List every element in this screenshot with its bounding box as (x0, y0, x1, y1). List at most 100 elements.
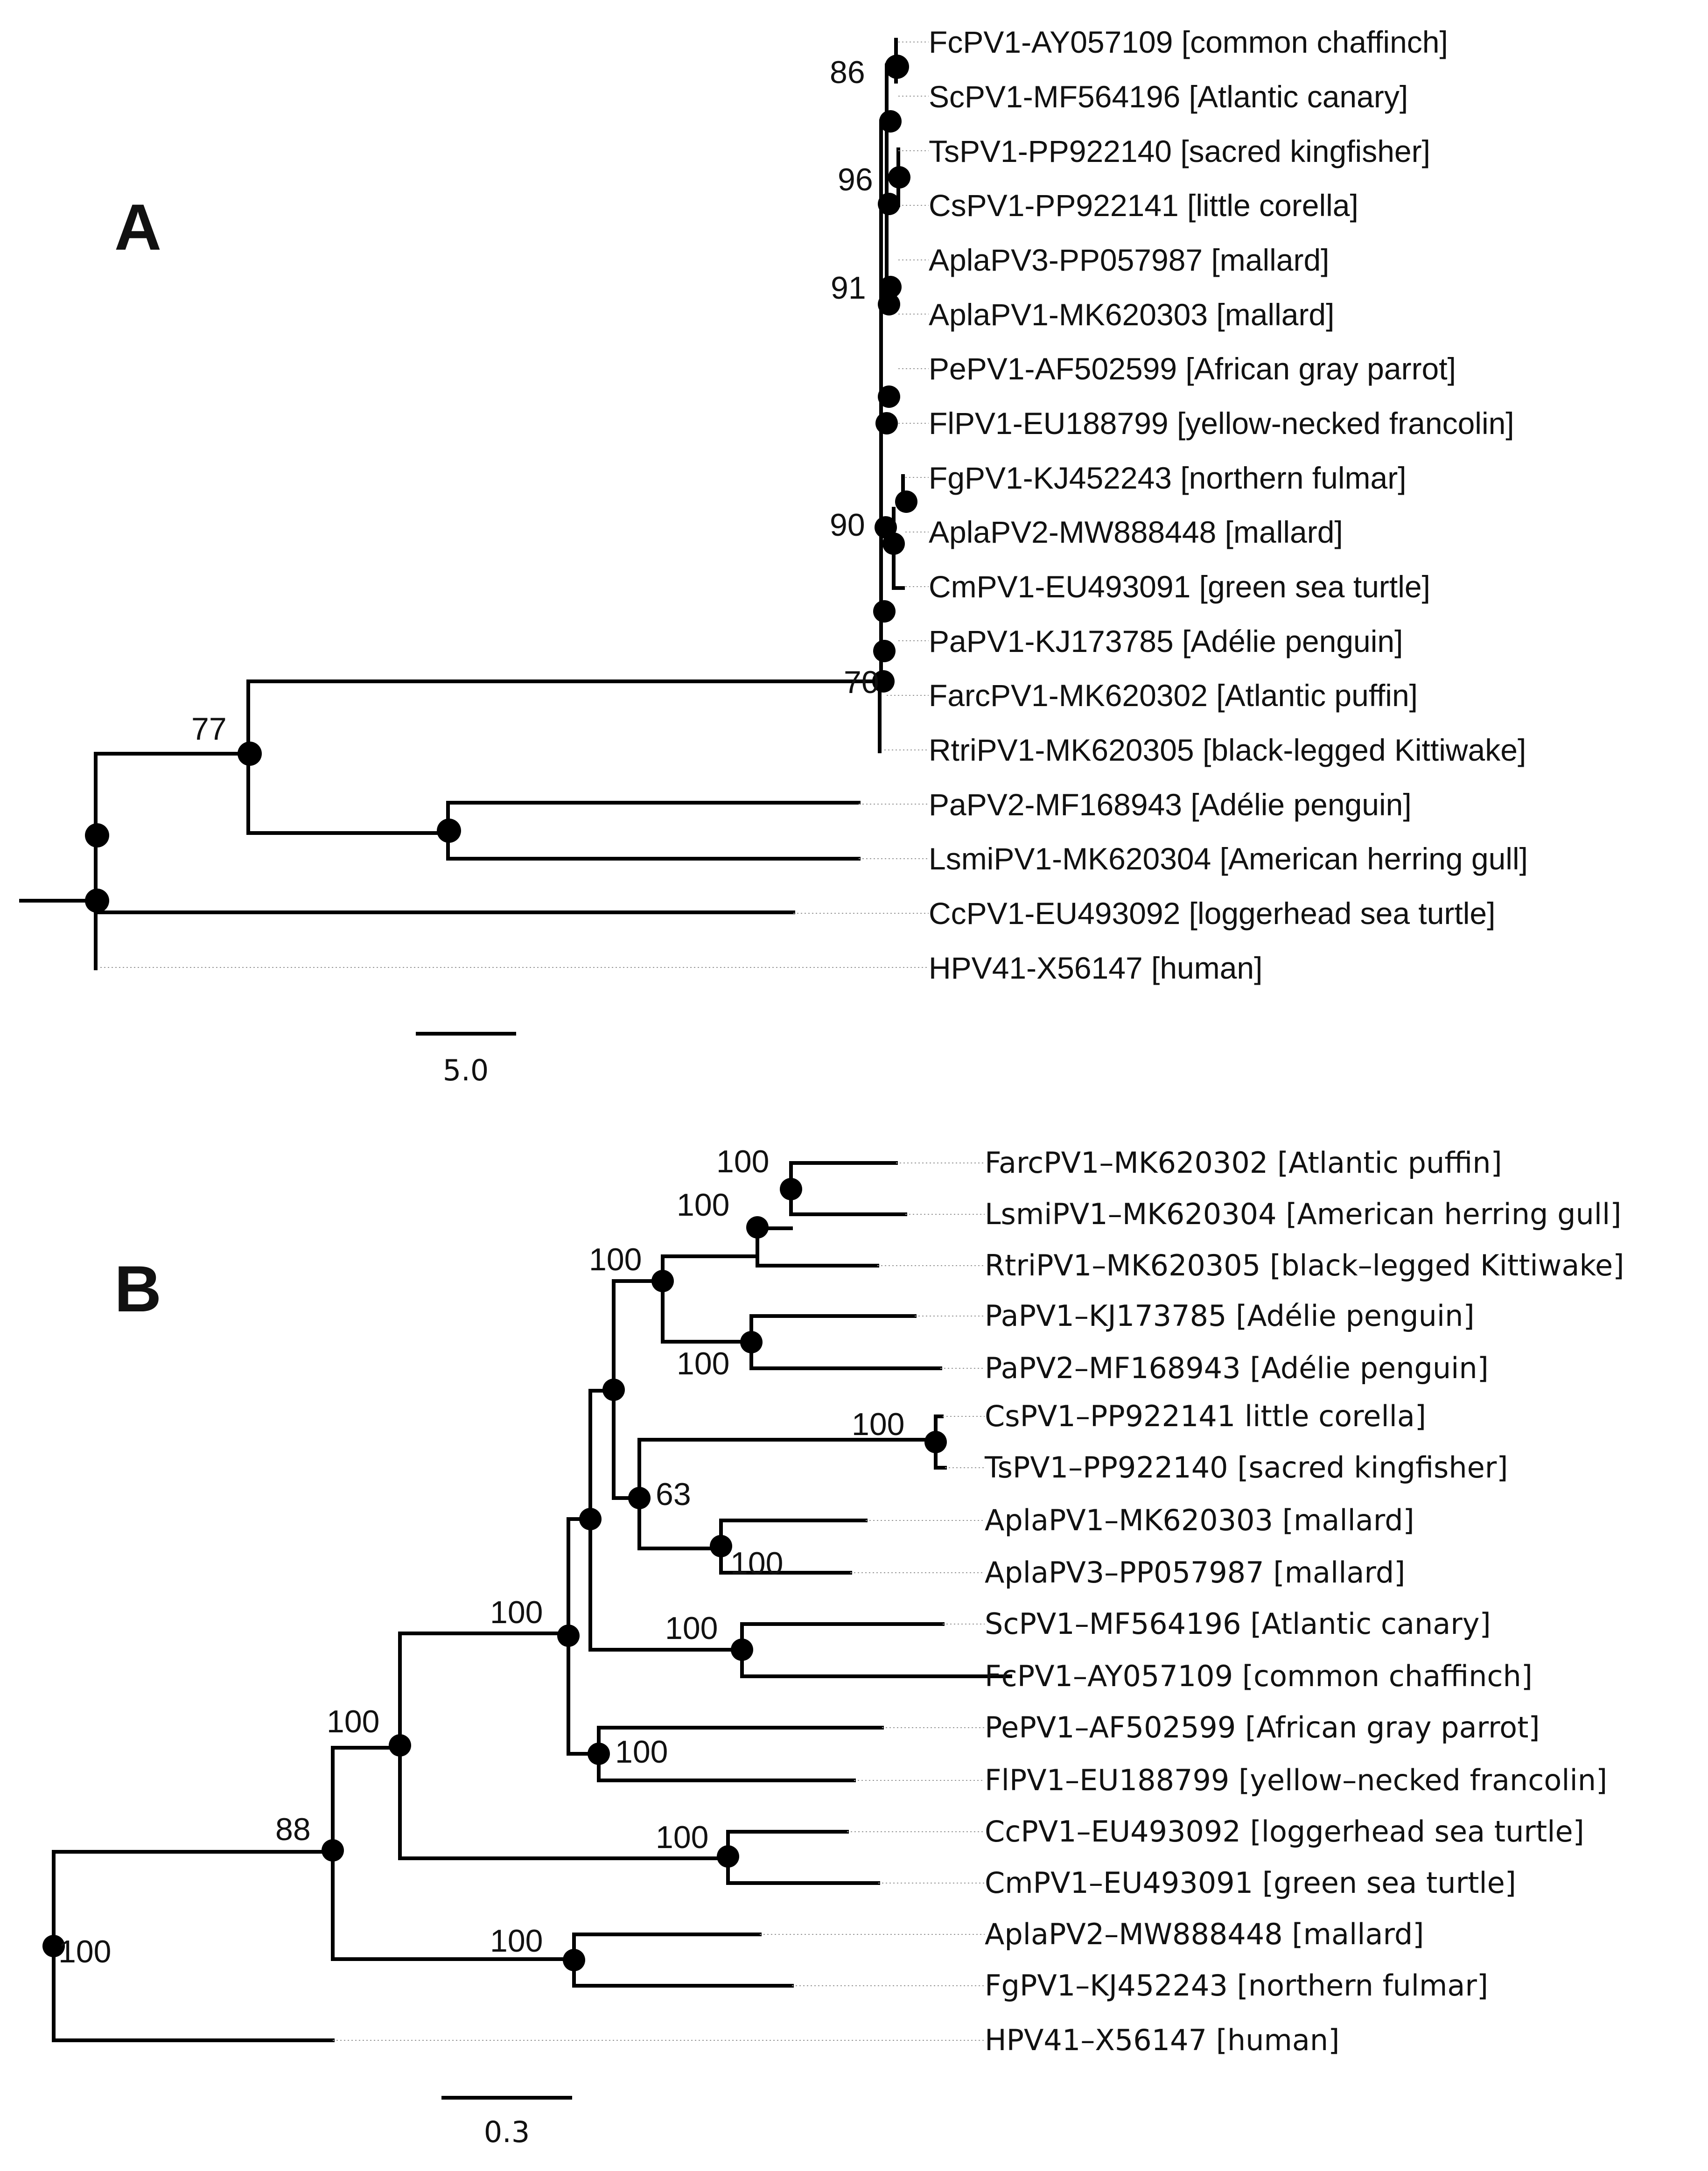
support-value: 100 (58, 1934, 111, 1969)
taxon-label: FgPV1–KJ452243 [northern fulmar] (985, 1968, 1488, 2003)
support-value: 100 (730, 1546, 783, 1581)
taxon-label: ScPV1–MF564196 [Atlantic canary] (985, 1607, 1491, 1641)
panel-b-scale-bar: 0.3 (441, 2096, 572, 2149)
support-value: 100 (615, 1734, 668, 1770)
taxon-label: AplaPV1–MK620303 [mallard] (985, 1503, 1414, 1537)
tree-node (746, 1216, 769, 1239)
panel-a-support: 86 96 91 90 70 77 (191, 55, 879, 747)
tree-node (437, 819, 461, 843)
taxon-label: FcPV1–AY057109 [common chaffinch] (985, 1659, 1533, 1693)
panel-b-taxa: FarcPV1–MK620302 [Atlantic puffin] LsmiP… (984, 1146, 1624, 2057)
panel-a-branches (19, 38, 905, 970)
panel-b-branches (52, 1161, 1012, 2042)
taxon-label: CmPV1–EU493091 [green sea turtle] (985, 1866, 1516, 1900)
taxon-label: CsPV1–PP922141 little corella] (985, 1399, 1426, 1433)
tree-node (717, 1845, 739, 1868)
tree-node (875, 412, 898, 434)
support-value: 100 (716, 1144, 769, 1179)
support-value: 77 (191, 711, 227, 747)
panel-a: A (19, 25, 1528, 1087)
panel-a-scale-bar: 5.0 (416, 1032, 516, 1087)
tree-node (885, 55, 909, 79)
panel-b: B (42, 1144, 1624, 2149)
panel-b-support: 100 100 100 100 100 100 63 100 100 100 1… (58, 1144, 904, 1969)
tree-node (878, 293, 900, 315)
tree-node (85, 823, 109, 847)
taxon-label: RtriPV1–MK620305 [black–legged Kittiwake… (985, 1248, 1624, 1282)
tree-node (873, 600, 896, 623)
tree-node (740, 1331, 763, 1353)
tree-node (924, 1431, 947, 1453)
scale-bar-label: 5.0 (443, 1053, 489, 1087)
support-value: 100 (852, 1407, 904, 1442)
tree-node (873, 640, 896, 662)
taxon-label: HPV41-X56147 [human] (929, 951, 1262, 985)
taxon-label: CmPV1-EU493091 [green sea turtle] (929, 569, 1430, 604)
taxon-label: AplaPV2-MW888448 [mallard] (929, 515, 1343, 549)
tree-node (563, 1949, 585, 1971)
taxon-label: FlPV1–EU188799 [yellow–necked francolin] (985, 1763, 1607, 1797)
tree-node (879, 276, 902, 298)
taxon-label: FarcPV1–MK620302 [Atlantic puffin] (985, 1146, 1502, 1180)
taxon-label: PaPV1–KJ173785 [Adélie penguin] (985, 1299, 1475, 1333)
tree-node (651, 1270, 674, 1292)
taxon-label: FarcPV1-MK620302 [Atlantic puffin] (929, 678, 1418, 713)
tree-node (85, 889, 109, 913)
taxon-label: FgPV1-KJ452243 [northern fulmar] (929, 461, 1407, 495)
tree-node (780, 1178, 802, 1200)
support-value: 100 (656, 1820, 708, 1855)
taxon-label: TsPV1-PP922140 [sacred kingfisher] (929, 134, 1430, 168)
taxon-label: AplaPV3-PP057987 [mallard] (929, 243, 1330, 277)
taxon-label: AplaPV2–MW888448 [mallard] (985, 1917, 1424, 1951)
support-value: 86 (830, 55, 865, 90)
support-value: 100 (490, 1923, 543, 1959)
taxon-label: PePV1–AF502599 [African gray parrot] (985, 1710, 1540, 1744)
panel-b-label: B (114, 1252, 161, 1325)
taxon-label: TsPV1–PP922140 [sacred kingfisher] (984, 1450, 1508, 1485)
tree-node (557, 1625, 580, 1647)
taxon-label: CcPV1–EU493092 [loggerhead sea turtle] (985, 1814, 1584, 1849)
panel-a-nodes (85, 55, 917, 913)
tree-node (579, 1508, 602, 1530)
panel-b-leaders (333, 1163, 985, 2041)
taxon-label: FlPV1-EU188799 [yellow-necked francolin] (929, 406, 1514, 441)
panel-b-nodes (42, 1178, 947, 1971)
tree-node (888, 166, 910, 189)
taxon-label: RtriPV1-MK620305 [black-legged Kittiwake… (929, 733, 1526, 767)
support-value: 96 (838, 162, 873, 197)
tree-node (602, 1379, 625, 1401)
taxon-label: LsmiPV1–MK620304 [American herring gull] (985, 1197, 1621, 1231)
tree-node (42, 1935, 65, 1957)
support-value: 100 (677, 1187, 729, 1223)
tree-node (895, 490, 917, 513)
tree-node (322, 1839, 344, 1862)
tree-node (389, 1734, 411, 1757)
tree-node (872, 670, 895, 693)
support-value: 100 (589, 1242, 642, 1277)
taxon-label: PePV1-AF502599 [African gray parrot] (929, 351, 1456, 386)
tree-node (878, 385, 900, 408)
tree-node (238, 742, 262, 766)
support-value: 100 (490, 1595, 543, 1630)
taxon-label: PaPV2-MF168943 [Adélie penguin] (929, 787, 1412, 822)
tree-node (882, 532, 905, 555)
support-value: 90 (830, 507, 865, 543)
tree-node (588, 1743, 610, 1765)
taxon-label: PaPV1-KJ173785 [Adélie penguin] (929, 624, 1403, 658)
taxon-label: CcPV1-EU493092 [loggerhead sea turtle] (929, 896, 1495, 931)
taxon-label: PaPV2–MF168943 [Adélie penguin] (985, 1351, 1489, 1385)
tree-node (878, 193, 900, 215)
taxon-label: LsmiPV1-MK620304 [American herring gull] (929, 841, 1528, 876)
tree-node (710, 1535, 732, 1557)
panel-a-taxa: FcPV1-AY057109 [common chaffinch] ScPV1-… (929, 25, 1528, 985)
support-value: 91 (831, 270, 866, 306)
taxon-label: AplaPV3–PP057987 [mallard] (985, 1555, 1405, 1590)
tree-node (879, 110, 902, 133)
tree-node (628, 1487, 651, 1509)
support-value: 63 (656, 1477, 691, 1512)
support-value: 70 (844, 665, 879, 700)
taxon-label: FcPV1-AY057109 [common chaffinch] (929, 25, 1448, 59)
support-value: 100 (665, 1611, 718, 1646)
support-value: 88 (275, 1812, 311, 1847)
